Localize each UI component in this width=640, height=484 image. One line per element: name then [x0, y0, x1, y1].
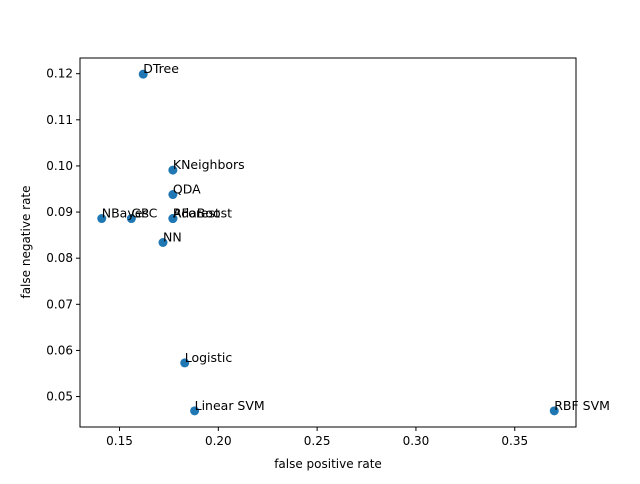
scatter-point: [168, 214, 178, 224]
plot-area: [80, 58, 576, 427]
y-tick-label: 0.10: [46, 159, 73, 173]
y-tick-label: 0.11: [46, 113, 73, 127]
y-tick-label: 0.09: [46, 205, 73, 219]
y-tick-label: 0.08: [46, 251, 73, 265]
point-label: RForest: [173, 206, 220, 221]
point-label: RBF SVM: [554, 398, 610, 413]
point-label: QDA: [173, 182, 201, 197]
y-tick-label: 0.05: [46, 390, 73, 404]
scatter-point: [158, 238, 168, 247]
x-tick-label: 0.35: [501, 434, 528, 448]
y-tick-label: 0.06: [46, 343, 73, 357]
x-axis-label: false positive rate: [274, 457, 382, 471]
y-axis-label: false negative rate: [19, 185, 33, 298]
x-tick-label: 0.20: [205, 434, 232, 448]
plot-frame: [79, 57, 577, 428]
scatter-point: [549, 406, 559, 416]
x-tick-label: 0.30: [403, 434, 430, 448]
x-tick-label: 0.15: [106, 434, 133, 448]
point-label: AdaBoost: [173, 206, 232, 221]
scatter-point: [168, 190, 178, 200]
point-label: NN: [163, 230, 182, 245]
scatter-point: [168, 165, 178, 175]
x-tick-label: 0.25: [304, 434, 331, 448]
chart-marks: [97, 69, 559, 416]
y-tick-label: 0.12: [46, 67, 73, 81]
point-label: NBayes: [102, 206, 149, 221]
x-axis-ticks: 0.15 0.20 0.25 0.30 0.35: [106, 427, 528, 448]
scatter-point: [126, 214, 136, 224]
scatter-point: [97, 214, 107, 224]
scatter-point: [138, 69, 148, 79]
scatter-point: [190, 406, 200, 416]
scatter-point: [180, 358, 190, 368]
point-label: KNeighbors: [173, 157, 245, 172]
y-axis-ticks: 0.05 0.06 0.07 0.08 0.09 0.10 0.11 0.12: [46, 67, 80, 404]
point-label: Linear SVM: [195, 398, 265, 413]
point-label: DTree: [143, 61, 179, 76]
y-tick-label: 0.07: [46, 297, 73, 311]
point-label: GPC: [131, 206, 157, 221]
point-label: Logistic: [185, 350, 233, 365]
